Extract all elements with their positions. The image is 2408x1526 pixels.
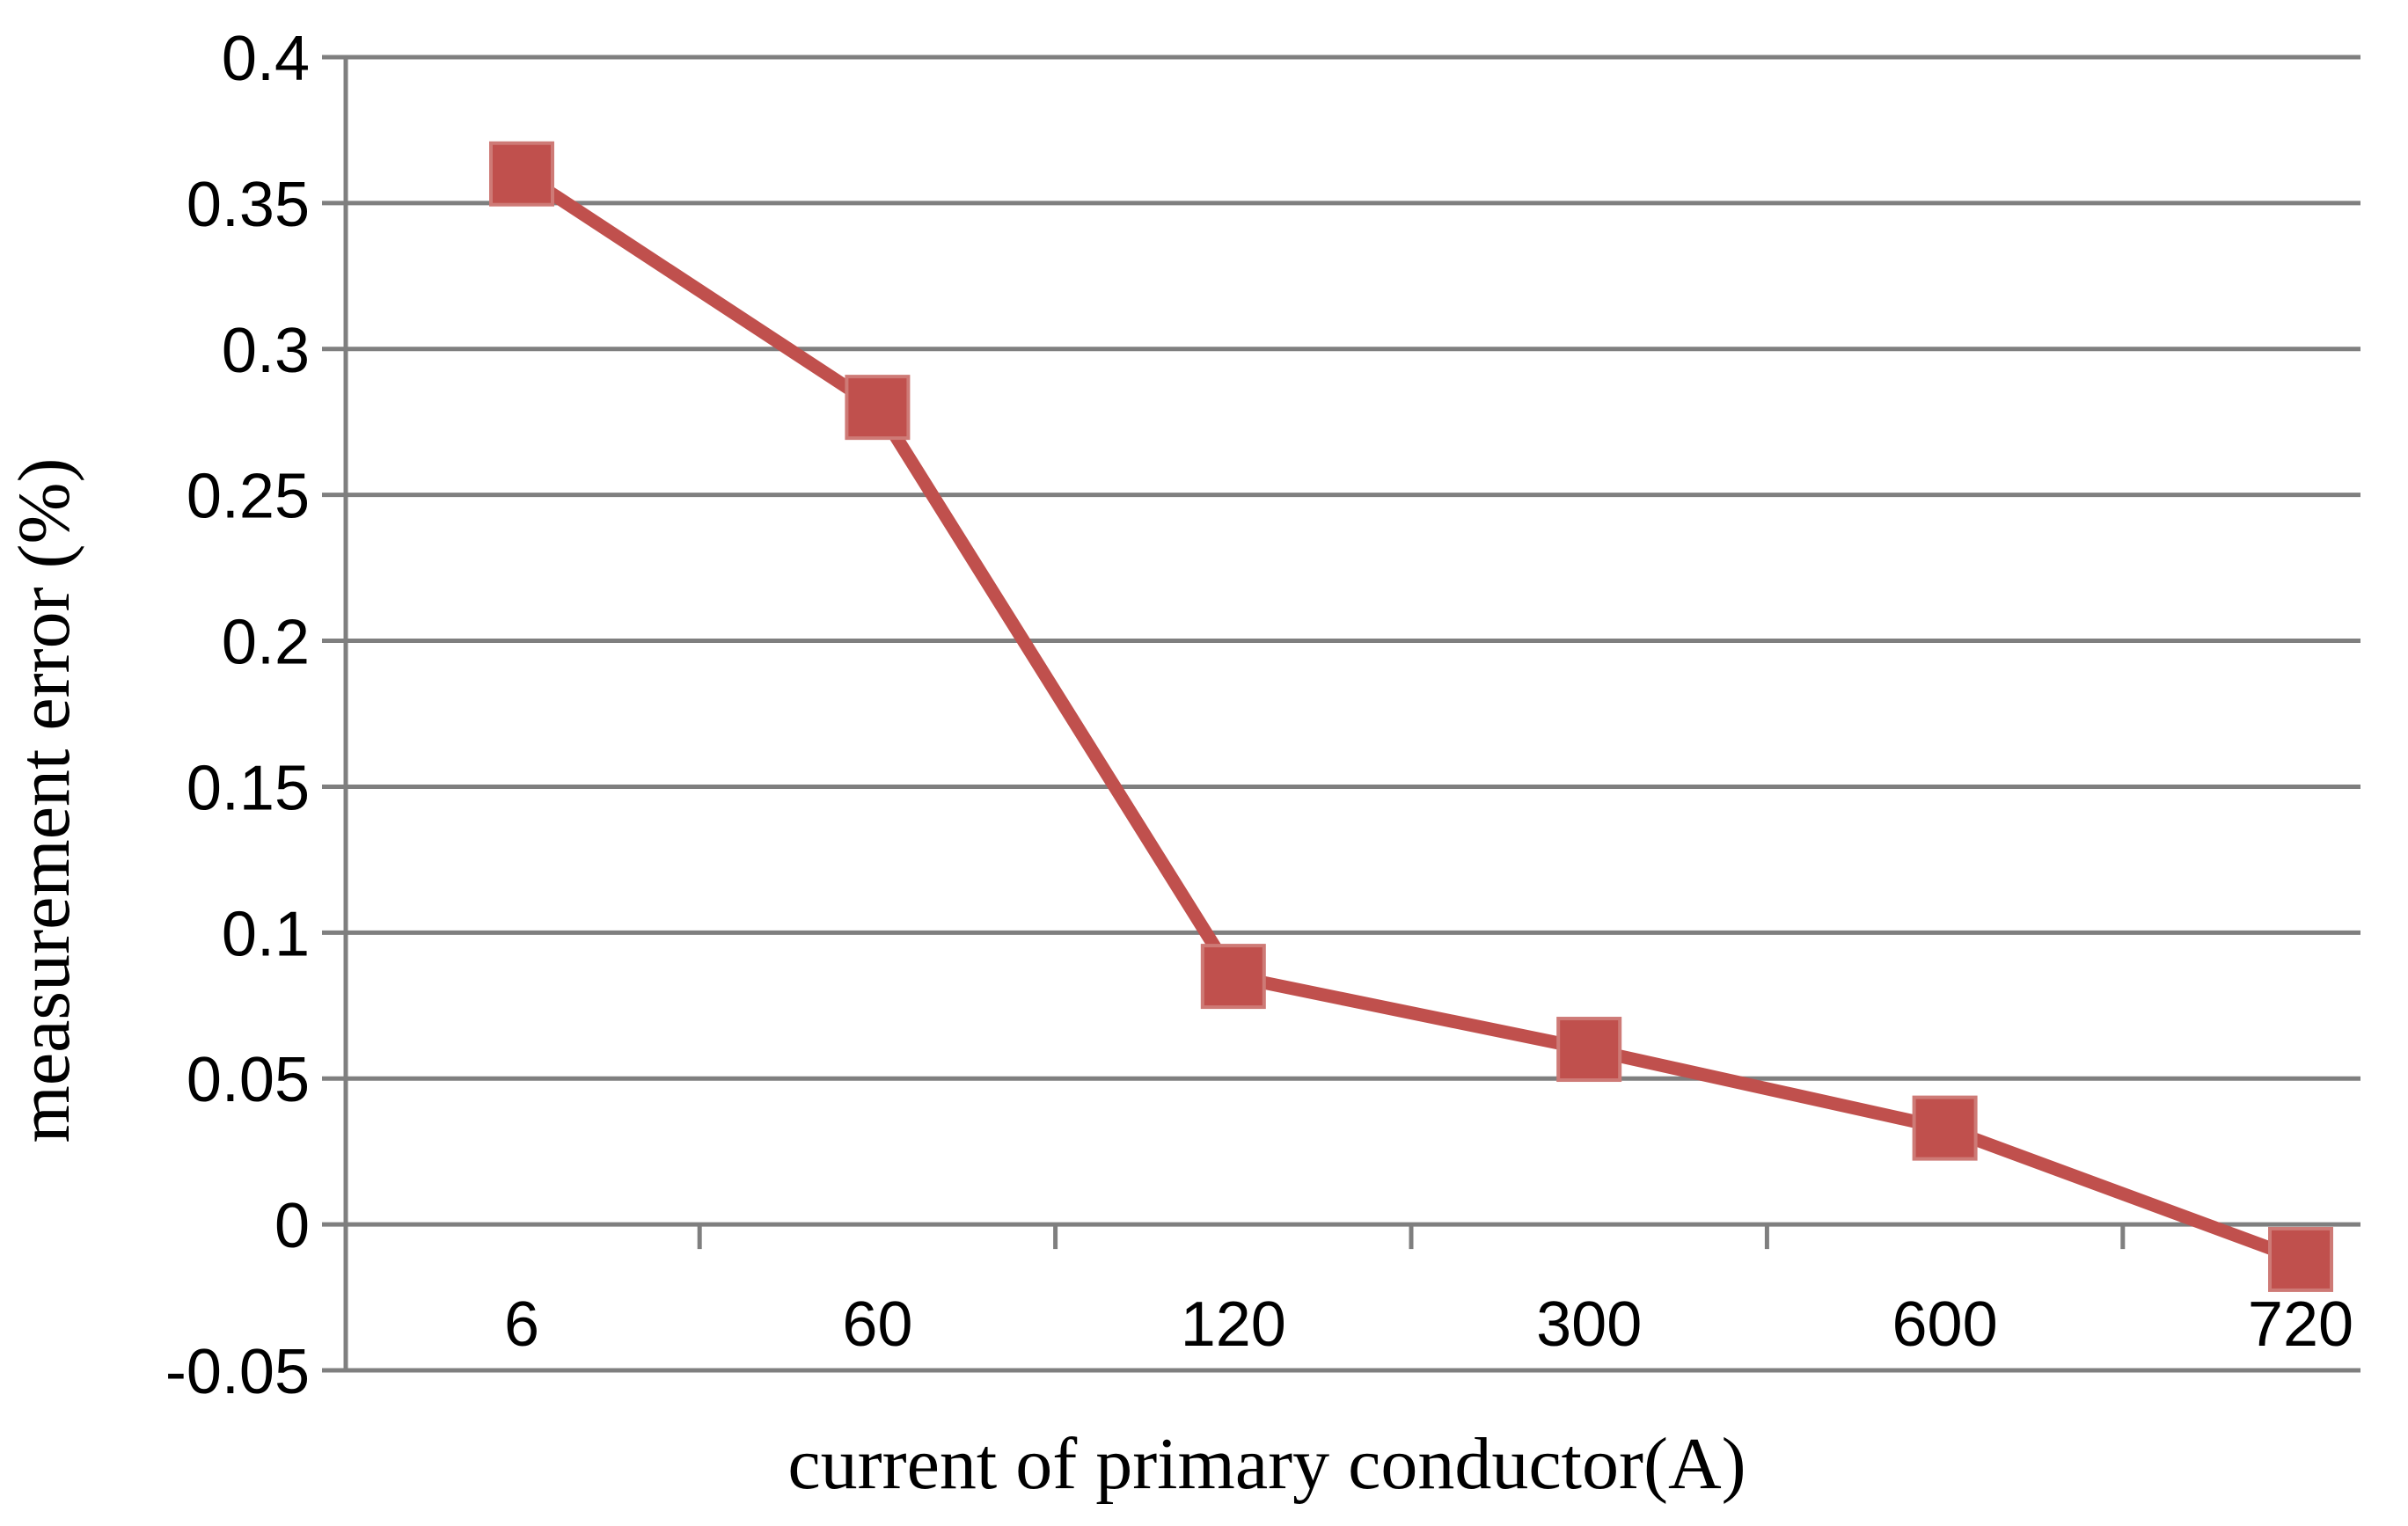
x-tick-label: 720	[2248, 1289, 2353, 1360]
y-tick-labels: 0.4 0.35 0.3 0.25 0.2 0.15 0.1 0.05 0 -0.05	[165, 24, 310, 1407]
series-line-path	[517, 168, 2303, 1266]
data-point-marker	[1556, 1017, 1622, 1083]
x-tick-label: 6	[504, 1289, 539, 1360]
y-tick-label: 0.3	[222, 316, 310, 386]
y-tick-label: 0.2	[222, 608, 310, 678]
x-tick-label: 120	[1181, 1289, 1286, 1360]
y-tick-label: -0.05	[165, 1337, 310, 1407]
y-tick-label: 0.4	[222, 24, 310, 94]
y-tick-label: 0	[274, 1191, 310, 1261]
y-tick-label: 0.25	[187, 462, 310, 532]
x-tick-label: 60	[842, 1289, 912, 1360]
data-point-marker	[489, 141, 554, 207]
series-line	[517, 168, 2303, 1266]
x-axis-title: current of primary conductor(A)	[787, 1423, 1746, 1505]
x-tick-label: 300	[1536, 1289, 1642, 1360]
y-tick-label: 0.1	[222, 899, 310, 969]
data-point-marker	[845, 375, 911, 441]
series-markers	[489, 141, 2333, 1292]
x-axis-ticks	[697, 1224, 2126, 1250]
y-axis-title: measurement error (%)	[4, 458, 85, 1143]
gridlines	[346, 55, 2360, 1373]
y-tick-label: 0.15	[187, 753, 310, 823]
x-tick-label: 600	[1892, 1289, 1998, 1360]
y-axis-ticks	[322, 55, 346, 1373]
y-tick-label: 0.05	[187, 1045, 310, 1115]
data-point-marker	[2268, 1226, 2333, 1292]
y-tick-label: 0.35	[187, 170, 310, 240]
x-tick-labels: 6 60 120 300 600 720	[504, 1289, 2353, 1360]
data-point-marker	[1912, 1095, 1978, 1161]
data-point-marker	[1200, 944, 1266, 1010]
